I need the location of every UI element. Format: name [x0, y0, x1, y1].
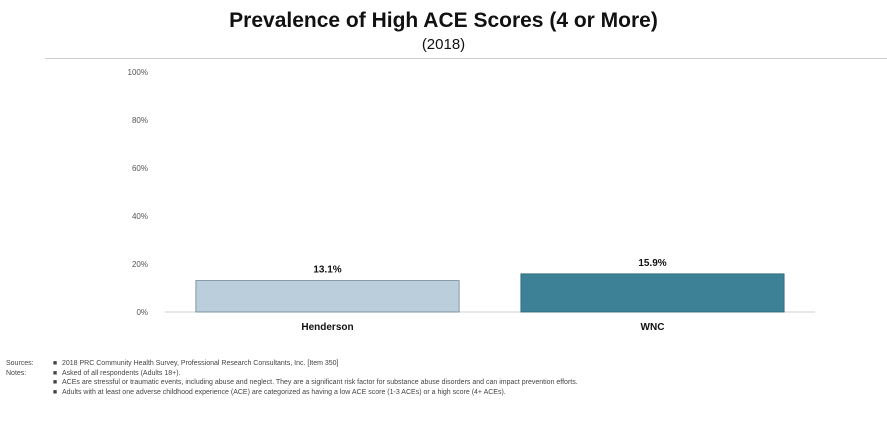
sources-label: Sources:	[6, 360, 34, 367]
notes-row: Notes: ■ Asked of all respondents (Adult…	[6, 369, 866, 379]
y-tick-label: 20%	[132, 260, 148, 269]
bullet: ■	[52, 360, 58, 367]
bar-series	[195, 273, 785, 313]
notes-section: Sources: ■ 2018 PRC Community Health Sur…	[6, 359, 866, 397]
category-label: WNC	[641, 322, 665, 333]
bullet: ■	[52, 388, 58, 396]
x-axis-categories: Henderson WNC	[301, 322, 664, 333]
note-item: ACEs are stressful or traumatic events, …	[62, 379, 578, 386]
y-tick-label: 0%	[136, 308, 148, 317]
title-divider	[45, 58, 887, 59]
notes-label: Notes:	[6, 369, 27, 377]
notes-row: ■ Adults with at least one adverse child…	[6, 388, 866, 398]
y-tick-label: 80%	[132, 116, 148, 125]
y-tick-label: 60%	[132, 164, 148, 173]
note-item: Adults with at least one adverse childho…	[62, 388, 506, 396]
source-text: 2018 PRC Community Health Survey, Profes…	[62, 360, 339, 367]
chart-subtitle: (2018)	[421, 36, 466, 53]
bullet: ■	[52, 369, 58, 377]
y-axis-ticks: 0% 20% 40% 60% 80% 100%	[128, 68, 148, 317]
data-labels: 13.1% 15.9%	[313, 258, 666, 276]
sources-row: Sources: ■ 2018 PRC Community Health Sur…	[6, 359, 866, 369]
y-tick-label: 100%	[128, 68, 148, 77]
data-label: 15.9%	[638, 258, 666, 269]
bar-wnc	[520, 273, 785, 313]
data-label: 13.1%	[313, 265, 341, 276]
note-item: Asked of all respondents (Adults 18+).	[62, 369, 181, 377]
category-label: Henderson	[301, 322, 353, 333]
y-tick-label: 40%	[132, 212, 148, 221]
chart-title: Prevalence of High ACE Scores (4 or More…	[229, 9, 658, 32]
bar-henderson	[195, 280, 460, 313]
bullet: ■	[52, 379, 58, 386]
bar-chart: 0% 20% 40% 60% 80% 100% 13.1% 15.9% Henderson W…	[128, 68, 815, 333]
notes-row: ■ ACEs are stressful or traumatic events…	[6, 378, 866, 388]
